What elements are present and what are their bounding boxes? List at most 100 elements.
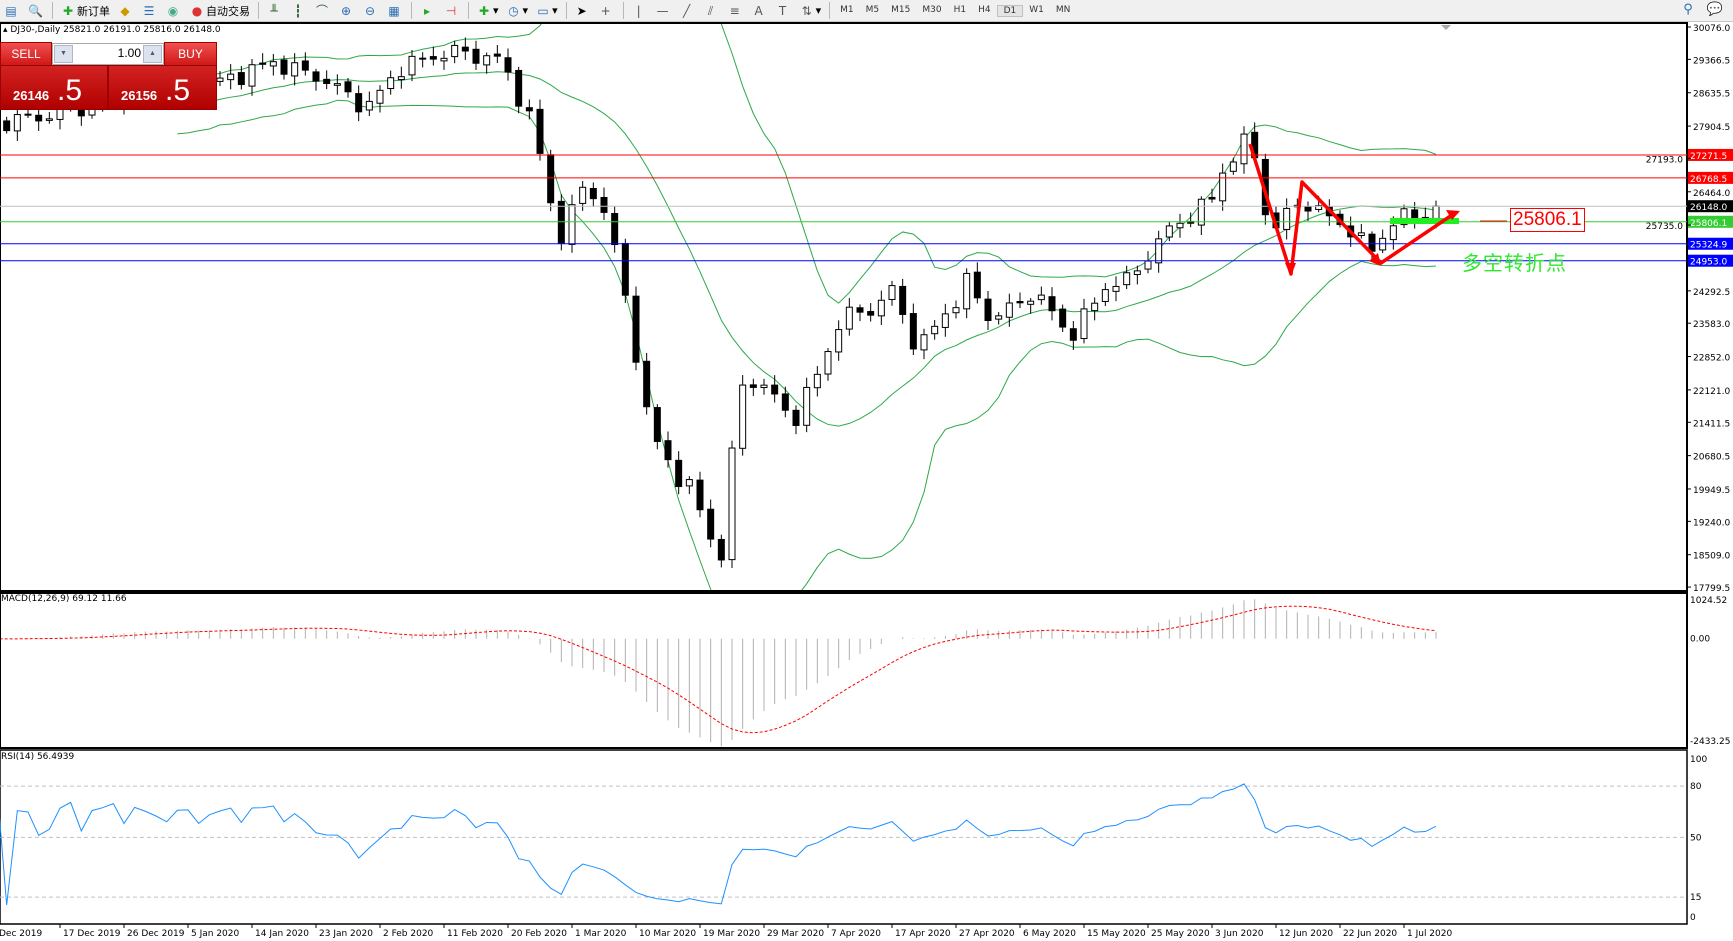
bull-candle bbox=[1080, 308, 1088, 340]
bull-candle bbox=[1197, 198, 1205, 226]
templates-button[interactable]: ▭ ▾ bbox=[537, 3, 558, 18]
lot-increase-button[interactable]: ▲ bbox=[143, 45, 162, 63]
bear-candle bbox=[899, 285, 907, 315]
zoom-in-button[interactable]: ⊕ bbox=[335, 1, 359, 20]
text-icon: A bbox=[754, 3, 763, 18]
crosshair-button[interactable]: + bbox=[595, 1, 619, 20]
bull-candle bbox=[1357, 232, 1365, 236]
rsi-axis-label: 80 bbox=[1690, 782, 1702, 792]
rsi-axis-label: 100 bbox=[1690, 755, 1707, 765]
zoom-out-button[interactable]: ⊖ bbox=[359, 1, 383, 20]
chat-icon[interactable]: 💬 bbox=[1706, 2, 1723, 17]
date-label: 17 Apr 2020 bbox=[895, 929, 951, 939]
price-line-label: 25324.9 bbox=[1690, 241, 1727, 251]
timeframe-m5[interactable]: M5 bbox=[865, 4, 880, 15]
rsi-axis-label: 50 bbox=[1690, 833, 1702, 843]
timeframe-h4[interactable]: H4 bbox=[978, 4, 991, 15]
pivot-price-label[interactable]: 25806.1 bbox=[1510, 208, 1585, 232]
date-label: 5 Jan 2020 bbox=[191, 929, 239, 939]
bull-candle bbox=[835, 329, 843, 353]
timeframe-m30[interactable]: M30 bbox=[922, 4, 942, 15]
bull-candle bbox=[376, 89, 384, 104]
candlestick-button[interactable]: ┇ bbox=[287, 1, 311, 20]
bar-chart-button[interactable]: ╨ bbox=[263, 1, 287, 20]
bull-candle bbox=[269, 61, 277, 67]
label-button[interactable]: T bbox=[772, 1, 796, 20]
bull-candle bbox=[579, 186, 587, 204]
indicators-button[interactable]: ✚ ▾ bbox=[478, 3, 499, 18]
bull-candle bbox=[1240, 133, 1248, 165]
buy-price-button[interactable]: 26156 .5 bbox=[108, 65, 217, 110]
periods-button[interactable]: ◷ ▾ bbox=[508, 3, 529, 18]
toolbar-divider bbox=[622, 2, 624, 19]
bull-candle bbox=[1101, 289, 1109, 302]
tile-button[interactable]: ▦ bbox=[383, 1, 407, 20]
autoscroll-icon: ▸ bbox=[423, 3, 431, 18]
bear-candle bbox=[493, 53, 501, 57]
price-axis-label: 23583.0 bbox=[1693, 320, 1730, 330]
bear-candle bbox=[643, 360, 651, 408]
date-label: 26 Dec 2019 bbox=[127, 929, 185, 939]
bull-candle bbox=[216, 77, 224, 82]
tile-icon: ▦ bbox=[388, 3, 400, 18]
bear-candle bbox=[1368, 233, 1376, 252]
autotrading-button[interactable]: ● 自动交易 bbox=[186, 1, 254, 20]
new-chart-button[interactable]: ▤ bbox=[0, 1, 24, 20]
lot-decrease-button[interactable]: ▼ bbox=[54, 45, 73, 63]
price-axis-label: 29366.5 bbox=[1693, 56, 1730, 66]
macd-label: MACD(12,26,9) 69.12 11.66 bbox=[1, 594, 127, 604]
timeframe-m1[interactable]: M1 bbox=[840, 4, 854, 15]
date-label: 7 Apr 2020 bbox=[831, 929, 881, 939]
bull-candle bbox=[1133, 270, 1141, 276]
price-line-label-bg bbox=[1688, 148, 1733, 161]
trendline-button[interactable]: ╱ bbox=[676, 1, 700, 20]
pivot-point-text[interactable]: 多空转折点 bbox=[1462, 251, 1567, 275]
search-icon[interactable]: ⚲ bbox=[1683, 2, 1693, 17]
navigator-button[interactable]: ☰ bbox=[138, 1, 162, 20]
timeframe-h1[interactable]: H1 bbox=[953, 4, 967, 15]
bull-candle bbox=[408, 55, 416, 76]
fibonacci-button[interactable]: ≡ bbox=[724, 1, 748, 20]
buy-button[interactable]: BUY bbox=[164, 42, 217, 66]
main-chart-frame bbox=[0, 22, 1688, 592]
date-label: Dec 2019 bbox=[0, 929, 42, 939]
bear-candle bbox=[547, 154, 555, 204]
bull-candle bbox=[1027, 300, 1035, 305]
bull-candle bbox=[1091, 302, 1099, 312]
bull-candle bbox=[1219, 172, 1227, 202]
sell-button[interactable]: SELL bbox=[0, 42, 52, 66]
lot-size-input[interactable]: ▼ 1.00 ▲ bbox=[52, 43, 164, 65]
timeframe-d1[interactable]: D1 bbox=[996, 4, 1024, 17]
price-line-label-bg bbox=[1688, 200, 1733, 213]
signal-button[interactable]: ◉ bbox=[162, 1, 186, 20]
arrows-button[interactable]: ⇅ ▾ bbox=[801, 3, 822, 18]
timeframe-w1[interactable]: W1 bbox=[1029, 4, 1044, 15]
vertical-line-button[interactable]: | bbox=[628, 1, 652, 20]
zoom-chart-button[interactable]: 🔍 bbox=[24, 1, 48, 20]
text-button[interactable]: A bbox=[748, 1, 772, 20]
timeframe-m15[interactable]: M15 bbox=[891, 4, 911, 15]
expert-button[interactable]: ◆ bbox=[114, 1, 138, 20]
bull-candle bbox=[1037, 294, 1045, 301]
bear-candle bbox=[984, 298, 992, 321]
line-chart-button[interactable]: ⌒ bbox=[311, 1, 335, 20]
bull-candle bbox=[13, 114, 21, 132]
bull-candle bbox=[760, 384, 768, 389]
new-order-button[interactable]: ✚ 新订单 bbox=[57, 1, 114, 20]
timeframe-mn[interactable]: MN bbox=[1055, 4, 1071, 15]
lot-value: 1.00 bbox=[117, 46, 141, 60]
bull-candle bbox=[845, 306, 853, 330]
sell-price-button[interactable]: 26146 .5 bbox=[0, 65, 108, 110]
buy-price-fraction: .5 bbox=[165, 74, 191, 107]
bear-candle bbox=[696, 479, 704, 511]
bull-candle bbox=[248, 64, 256, 87]
chart-shift-button[interactable]: ⊣ bbox=[440, 1, 464, 20]
toolbar: ▤ 🔍 ✚ 新订单 ◆ ☰ ◉ ● 自动交易 ╨ ┇ ⌒ ⊕ ⊖ ▦ ▸ ⊣ ✚ ▾ … bbox=[0, 0, 1733, 22]
cursor-button[interactable]: ➤ bbox=[571, 1, 595, 20]
autoscroll-button[interactable]: ▸ bbox=[416, 1, 440, 20]
channel-button[interactable]: ⫽ bbox=[700, 1, 724, 20]
horizontal-line-button[interactable]: — bbox=[652, 1, 676, 20]
bull-candle bbox=[1389, 225, 1397, 241]
price-axis-label: 21411.5 bbox=[1693, 419, 1730, 429]
